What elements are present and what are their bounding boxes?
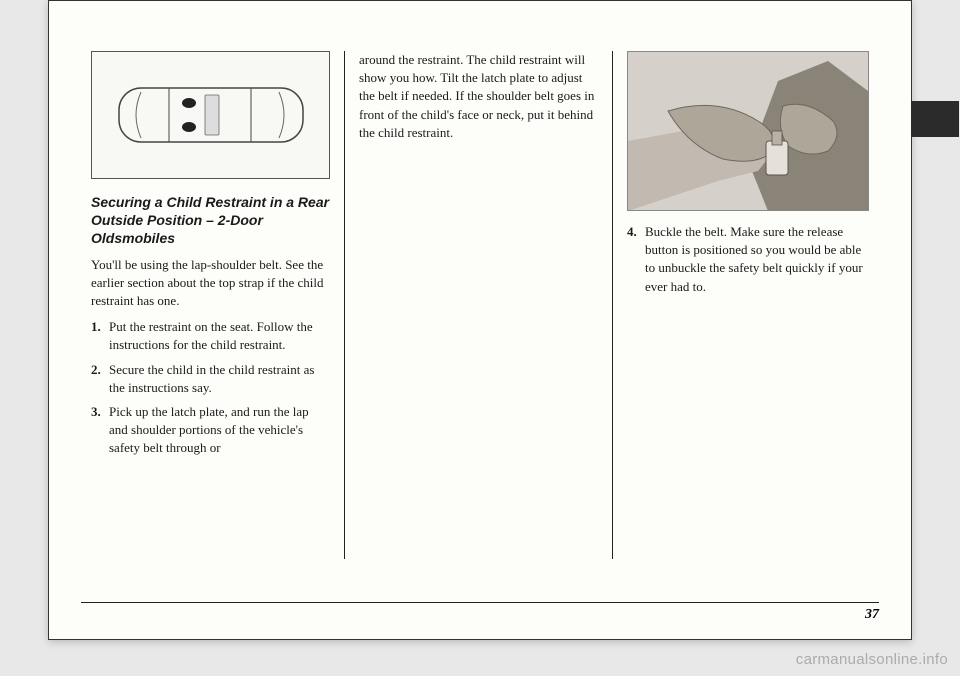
car-top-view-illustration	[91, 51, 330, 179]
instruction-list-2: 4.Buckle the belt. Make sure the release…	[627, 223, 869, 296]
buckle-belt-photo	[627, 51, 869, 211]
step-number: 1.	[91, 318, 109, 354]
list-item: 3.Pick up the latch plate, and run the l…	[91, 403, 330, 458]
intro-paragraph: You'll be using the lap-shoulder belt. S…	[91, 256, 330, 311]
column-1: Securing a Child Restraint in a Rear Out…	[77, 51, 345, 559]
continuation-paragraph: around the restraint. The child restrain…	[359, 51, 598, 142]
column-2: around the restraint. The child restrain…	[345, 51, 613, 559]
car-diagram-icon	[111, 70, 311, 160]
step-text: Secure the child in the child restraint …	[109, 361, 330, 397]
hands-buckling-icon	[628, 51, 868, 211]
manual-page: Securing a Child Restraint in a Rear Out…	[48, 0, 912, 640]
list-item: 2.Secure the child in the child restrain…	[91, 361, 330, 397]
column-3: 4.Buckle the belt. Make sure the release…	[613, 51, 883, 559]
step-number: 2.	[91, 361, 109, 397]
step-text: Buckle the belt. Make sure the release b…	[645, 223, 869, 296]
step-number: 3.	[91, 403, 109, 458]
step-number: 4.	[627, 223, 645, 296]
step-text: Pick up the latch plate, and run the lap…	[109, 403, 330, 458]
section-heading: Securing a Child Restraint in a Rear Out…	[91, 193, 330, 248]
list-item: 4.Buckle the belt. Make sure the release…	[627, 223, 869, 296]
list-item: 1.Put the restraint on the seat. Follow …	[91, 318, 330, 354]
content-columns: Securing a Child Restraint in a Rear Out…	[49, 1, 911, 579]
page-tab	[911, 101, 959, 137]
page-number: 37	[81, 602, 879, 623]
step-text: Put the restraint on the seat. Follow th…	[109, 318, 330, 354]
instruction-list-1: 1.Put the restraint on the seat. Follow …	[91, 318, 330, 457]
watermark-text: carmanualsonline.info	[796, 651, 948, 668]
